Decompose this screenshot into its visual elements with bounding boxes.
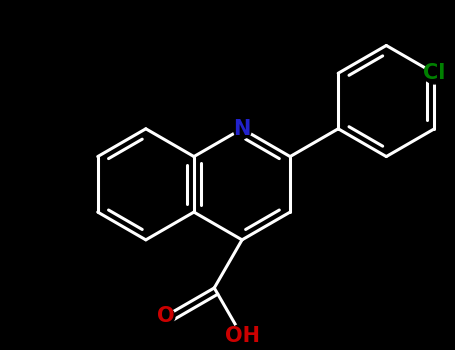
Text: Cl: Cl — [423, 63, 445, 83]
Text: O: O — [157, 306, 175, 326]
Text: OH: OH — [224, 326, 259, 346]
Text: N: N — [233, 119, 251, 139]
